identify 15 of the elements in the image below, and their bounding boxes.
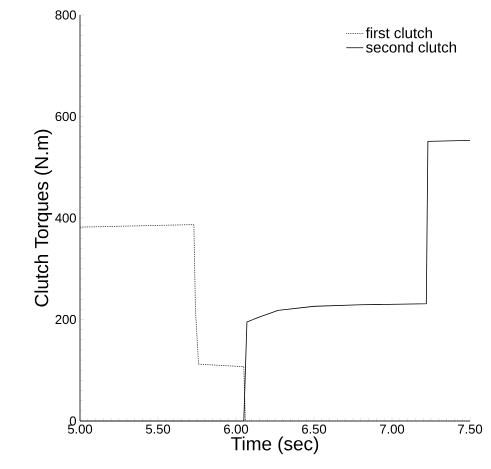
x-tick-label: 7.00 [380,424,404,434]
x-axis-title: Time (sec) [231,436,318,454]
x-tick-label: 5.50 [146,424,170,434]
x-tick-label: 7.50 [458,424,482,434]
y-axis-title: Clutch Torques (N.m) [34,130,52,306]
y-tick-label: 400 [55,213,76,223]
x-tick-label: 6.00 [224,424,248,434]
x-tick-label: 5.00 [68,424,92,434]
x-tick-label: 6.50 [302,424,326,434]
legend-label: first clutch [366,27,432,38]
y-tick-label: 0 [70,416,76,426]
y-tick-label: 800 [55,10,76,20]
y-tick-label: 200 [56,314,76,324]
legend-label: second clutch [366,42,456,53]
y-tick-label: 600 [56,112,76,122]
